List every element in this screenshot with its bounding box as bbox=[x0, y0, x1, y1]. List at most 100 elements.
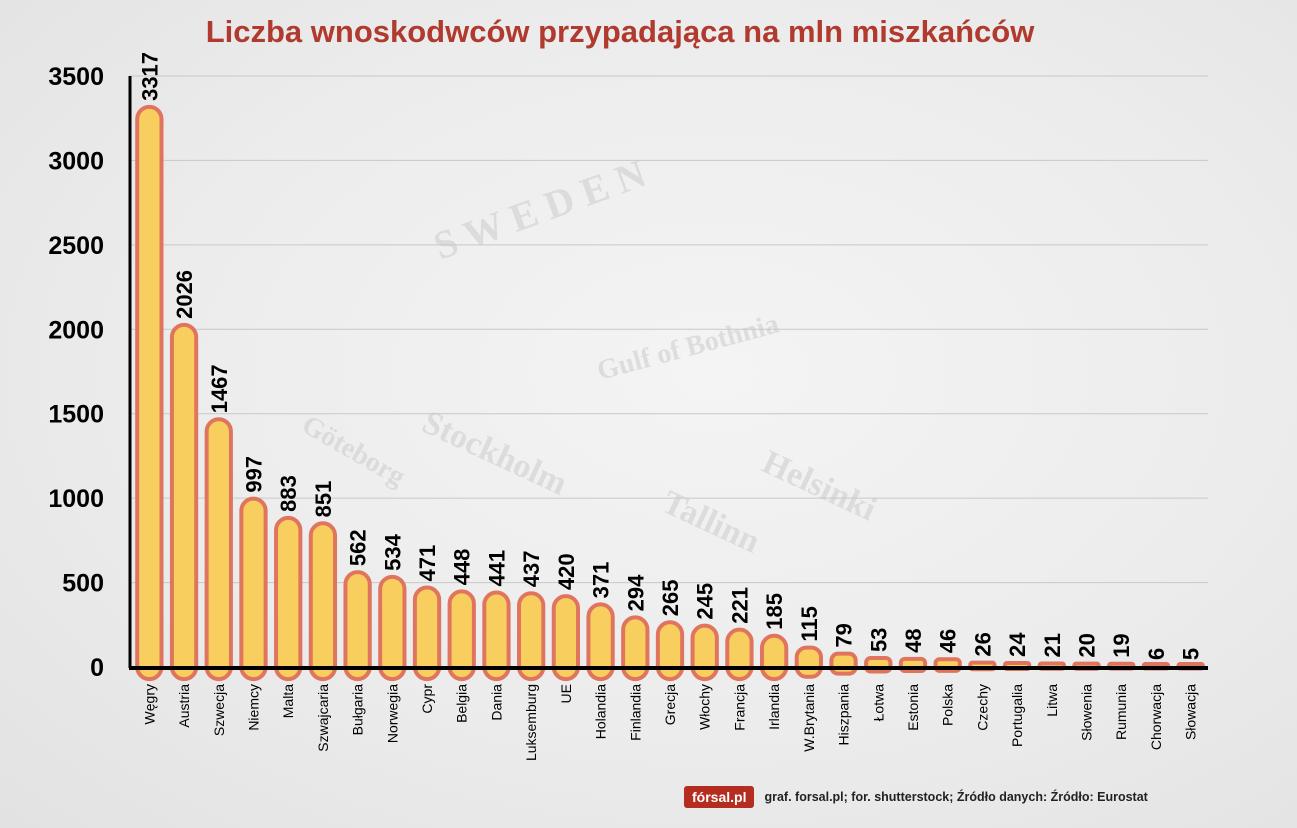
bar bbox=[204, 417, 233, 682]
value-label: 46 bbox=[936, 629, 961, 653]
y-tick-label: 500 bbox=[62, 570, 104, 598]
x-tick-label: Norwegia bbox=[384, 684, 400, 743]
x-tick-label: Polska bbox=[940, 684, 956, 726]
bar bbox=[378, 574, 407, 682]
x-tick-label: Francja bbox=[731, 684, 747, 731]
value-label: 21 bbox=[1040, 633, 1065, 657]
footer: fórsal.pl graf. forsal.pl; for. shutters… bbox=[684, 784, 1148, 810]
chart-title: Liczba wnoskodwców przypadająca na mln m… bbox=[205, 14, 1035, 49]
forsal-logo[interactable]: fórsal.pl bbox=[684, 786, 755, 808]
value-label: 471 bbox=[415, 545, 440, 582]
bg-map-text: S W E D E N bbox=[428, 150, 652, 268]
x-axis-labels: Węgry Austria Szwecja Niemcy Malta Szwajcaria… bbox=[141, 684, 1198, 761]
x-tick-label: UE bbox=[558, 684, 574, 703]
value-label: 371 bbox=[589, 562, 614, 599]
bar bbox=[690, 623, 719, 682]
bar bbox=[759, 633, 789, 682]
x-tick-label: Szwecja bbox=[211, 684, 227, 736]
x-tick-label: Luksemburg bbox=[523, 684, 539, 761]
x-tick-label: Słowenia bbox=[1079, 684, 1095, 741]
value-label: 437 bbox=[519, 550, 544, 587]
x-tick-label: Czechy bbox=[974, 684, 990, 731]
value-label: 997 bbox=[241, 456, 266, 493]
bar bbox=[239, 496, 268, 682]
x-tick-label: W.Brytania bbox=[801, 684, 817, 752]
x-tick-label: Hiszpania bbox=[836, 684, 852, 746]
x-tick-label: Bułgaria bbox=[350, 684, 366, 736]
bar bbox=[551, 594, 581, 682]
bars-group bbox=[135, 104, 1205, 682]
value-label: 534 bbox=[380, 533, 405, 570]
bar bbox=[412, 585, 442, 682]
bar bbox=[655, 620, 685, 682]
bar bbox=[308, 521, 338, 682]
value-label: 5 bbox=[1179, 648, 1204, 660]
y-tick-label: 3500 bbox=[48, 63, 104, 91]
value-label: 3317 bbox=[137, 52, 162, 101]
value-label: 26 bbox=[970, 632, 995, 656]
value-label: 448 bbox=[450, 549, 475, 586]
background-map-decoration: S W E D E N Gulf of Bothnia Stockholm He… bbox=[297, 150, 882, 560]
x-tick-label: Włochy bbox=[697, 684, 713, 730]
x-tick-label: Litwa bbox=[1044, 684, 1060, 717]
value-label: 185 bbox=[762, 593, 787, 630]
y-tick-label: 1000 bbox=[48, 485, 104, 513]
value-label: 20 bbox=[1075, 633, 1100, 657]
value-label: 851 bbox=[311, 481, 336, 518]
bar bbox=[829, 651, 858, 676]
y-tick-label: 2000 bbox=[48, 316, 104, 344]
bg-map-text: Tallinn bbox=[657, 484, 766, 561]
x-tick-label: Portugalia bbox=[1009, 684, 1025, 747]
value-label: 562 bbox=[346, 529, 371, 566]
x-tick-label: Słowacja bbox=[1183, 684, 1199, 740]
value-label: 221 bbox=[727, 587, 752, 624]
bar bbox=[517, 591, 546, 682]
x-tick-label: Węgry bbox=[141, 684, 157, 724]
bar bbox=[482, 590, 511, 682]
x-tick-label: Belgia bbox=[454, 684, 470, 723]
y-tick-label: 2500 bbox=[48, 232, 104, 260]
x-tick-label: Malta bbox=[280, 684, 296, 718]
x-tick-label: Cypr bbox=[419, 684, 435, 714]
x-tick-label: Estonia bbox=[905, 684, 921, 731]
bar bbox=[586, 602, 615, 682]
source-credit: graf. forsal.pl; for. shutterstock; Źród… bbox=[764, 790, 1148, 804]
x-tick-label: Łotwa bbox=[870, 684, 886, 722]
bg-map-text: Stockholm bbox=[417, 404, 573, 503]
value-label: 883 bbox=[276, 475, 301, 512]
x-tick-label: Niemcy bbox=[245, 684, 261, 731]
value-label: 420 bbox=[554, 553, 579, 590]
value-label: 245 bbox=[693, 583, 718, 620]
bar bbox=[169, 322, 199, 682]
y-tick-label: 1500 bbox=[48, 401, 104, 429]
bar bbox=[621, 615, 650, 682]
x-tick-label: Holandia bbox=[593, 684, 609, 739]
bar bbox=[135, 104, 164, 682]
y-axis-ticks: 0 500 1000 1500 2000 2500 3000 3500 bbox=[48, 63, 104, 682]
bar bbox=[447, 589, 476, 682]
bar bbox=[343, 570, 372, 682]
x-tick-label: Finlandia bbox=[627, 684, 643, 741]
value-label: 79 bbox=[832, 623, 857, 647]
value-label: 6 bbox=[1144, 648, 1169, 660]
value-label: 48 bbox=[901, 628, 926, 652]
x-tick-label: Austria bbox=[176, 684, 192, 728]
bar bbox=[725, 627, 754, 682]
x-tick-label: Irlandia bbox=[766, 684, 782, 730]
value-label: 265 bbox=[658, 580, 683, 617]
y-tick-label: 3000 bbox=[48, 147, 104, 175]
x-tick-label: Grecja bbox=[662, 684, 678, 725]
value-label: 294 bbox=[623, 574, 648, 611]
x-tick-label: Chorwacja bbox=[1148, 684, 1164, 750]
value-label: 19 bbox=[1109, 633, 1134, 657]
bg-map-text: Göteborg bbox=[297, 409, 411, 493]
axes bbox=[128, 76, 1208, 670]
x-tick-label: Dania bbox=[488, 684, 504, 721]
bg-map-text: Helsinki bbox=[757, 444, 882, 529]
value-label: 441 bbox=[484, 550, 509, 587]
value-label: 115 bbox=[797, 606, 822, 642]
x-tick-label: Szwajcaria bbox=[315, 684, 331, 752]
x-tick-label: Rumunia bbox=[1113, 684, 1129, 740]
bar bbox=[274, 515, 303, 682]
